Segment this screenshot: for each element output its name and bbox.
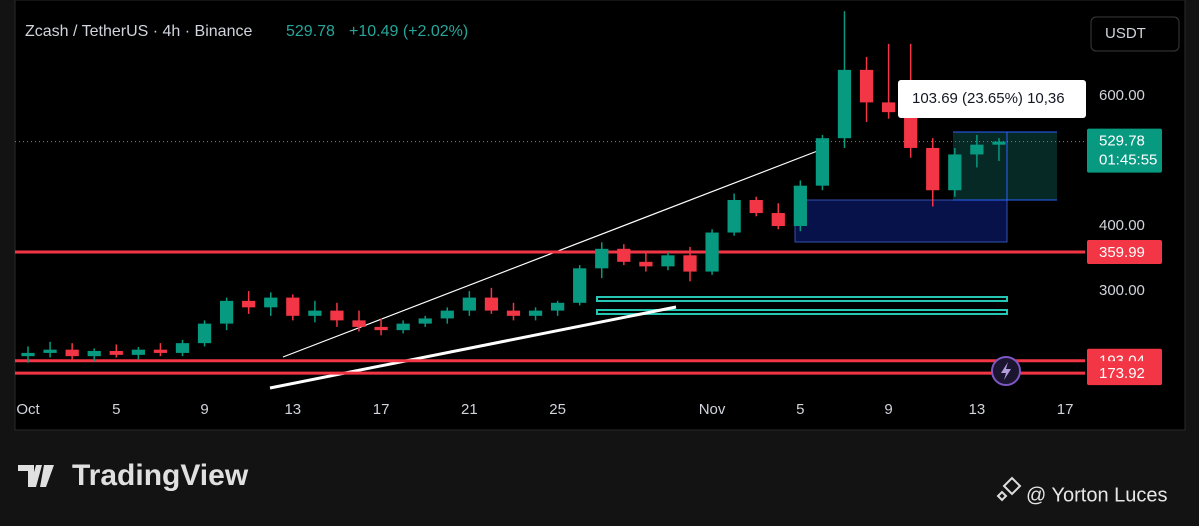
candle-body [109, 350, 123, 355]
candle-body [970, 144, 984, 155]
currency-button[interactable] [1090, 16, 1180, 52]
candle-body [43, 349, 57, 353]
candle-body [749, 200, 763, 214]
candle-body [528, 310, 543, 316]
y-tick-label: 300.00 [1099, 282, 1145, 299]
credit-icon [996, 476, 1022, 502]
candle-body [418, 318, 432, 324]
candle-body [815, 138, 830, 186]
candle-body [595, 248, 609, 269]
candle-body [131, 349, 145, 355]
logo-mark [18, 465, 54, 487]
x-tick-label: 25 [549, 401, 566, 418]
countdown: 01:45:55 [1099, 152, 1157, 169]
candle-body [639, 261, 653, 267]
candle-body [330, 310, 344, 321]
candle-body [881, 102, 896, 113]
candle-body [859, 69, 874, 103]
price-level-label: 359.99 [1099, 244, 1145, 261]
candle-body [286, 297, 300, 316]
measure-box [898, 80, 1086, 118]
price-level-tag [1087, 361, 1162, 386]
candle-body [727, 200, 741, 233]
x-tick-label: 9 [884, 401, 892, 418]
candle-body [904, 112, 918, 148]
last-price: 529.78 [286, 23, 335, 40]
x-tick-label: 13 [284, 401, 301, 418]
candle-body [352, 320, 366, 327]
candle-body [264, 297, 278, 308]
x-tick-label: Nov [699, 401, 726, 418]
x-tick-label: 13 [969, 401, 986, 418]
candle-body [219, 300, 234, 324]
candle-body [837, 69, 852, 139]
chart-title: Zcash / TetherUS · 4h · Binance [25, 23, 252, 40]
x-tick-label: 21 [461, 401, 478, 418]
support-zone [596, 309, 1008, 315]
candle-body [242, 300, 256, 308]
x-tick-label: 5 [112, 401, 120, 418]
x-tick-label: Oct [16, 401, 40, 418]
y-tick-label: 400.00 [1099, 217, 1145, 234]
candle-body [374, 326, 388, 331]
candle-body [926, 147, 940, 191]
measure-label: 103.69 (23.65%) 10,36 [912, 90, 1065, 107]
currency-label: USDT [1105, 25, 1146, 42]
support-zone [596, 296, 1008, 302]
x-tick-label: 17 [1057, 401, 1074, 418]
candle-body [175, 343, 190, 353]
candle-body [462, 297, 476, 311]
candle-body [793, 185, 807, 227]
candle-body [705, 232, 719, 272]
alert-bolt [1001, 362, 1011, 380]
candle-body [683, 255, 697, 272]
price-level-label: 173.92 [1099, 365, 1145, 382]
candle-body [992, 141, 1006, 145]
x-tick-label: 17 [373, 401, 390, 418]
candle-body [550, 302, 565, 311]
candle-body [573, 268, 587, 303]
candle-body [661, 255, 675, 267]
candle-body [617, 248, 631, 262]
candle-body [484, 297, 499, 311]
candle-body [440, 310, 454, 319]
last-price-tag [1087, 128, 1162, 173]
candle-body [396, 323, 410, 331]
candle-body [87, 350, 101, 357]
last-price-label: 529.78 [1099, 133, 1145, 150]
x-tick-label: 9 [200, 401, 208, 418]
candle-body [948, 154, 962, 191]
candle-body [308, 310, 322, 316]
candle-body [506, 310, 521, 316]
candle-body [21, 352, 35, 357]
candle-body [65, 349, 79, 357]
demand-zone [794, 199, 1008, 243]
credit: @ Yorton Luces [1026, 484, 1168, 506]
price-change: +10.49 (+2.02%) [349, 23, 468, 40]
y-tick-label: 600.00 [1099, 87, 1145, 104]
candle-body [771, 213, 785, 227]
candle-body [197, 323, 212, 344]
x-tick-label: 5 [796, 401, 804, 418]
brand: TradingView [72, 459, 249, 492]
candle-body [153, 349, 168, 353]
price-level-tag [1087, 240, 1162, 265]
